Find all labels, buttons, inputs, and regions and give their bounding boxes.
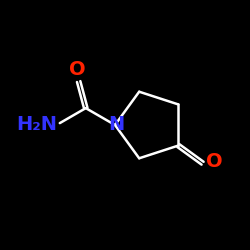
Text: H₂N: H₂N — [16, 115, 57, 134]
Text: N: N — [108, 116, 124, 134]
Text: O: O — [206, 152, 222, 172]
Text: O: O — [69, 60, 86, 78]
